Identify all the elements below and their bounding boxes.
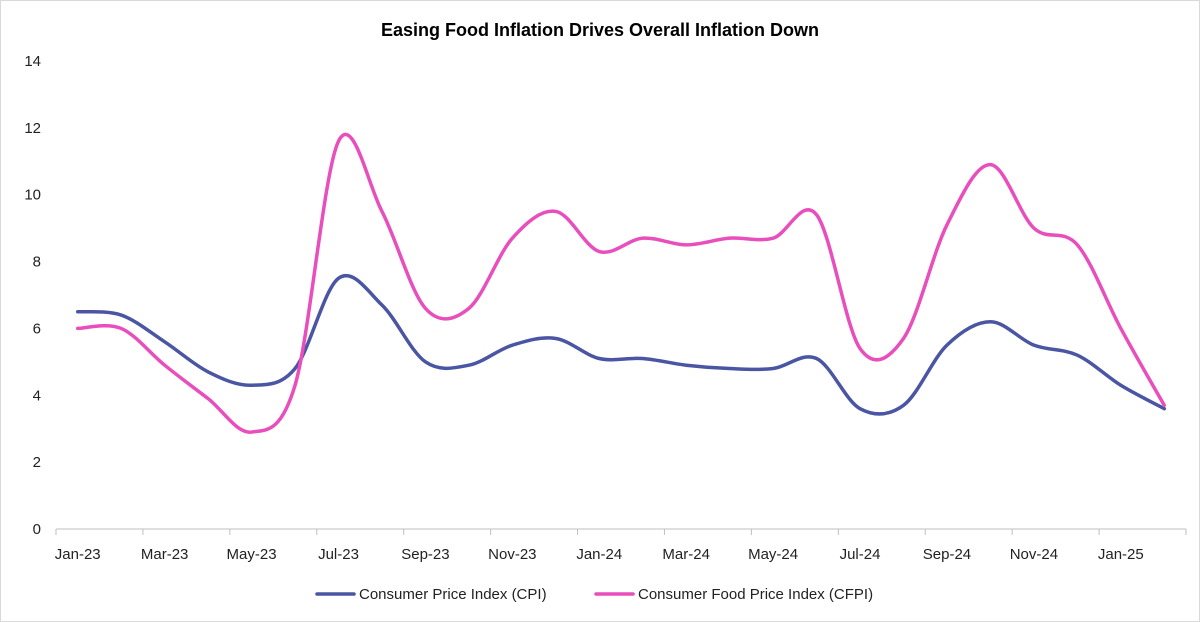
y-tick-label: 10 [24,187,41,204]
legend-label: Consumer Price Index (CPI) [359,586,547,603]
y-tick-label: 0 [33,521,41,538]
x-tick-label: Jul-24 [840,546,881,563]
x-tick-label: Mar-24 [662,546,710,563]
series-lines [75,132,1167,434]
x-tick-label: Nov-24 [1010,546,1058,563]
series-line-cpi [75,274,1167,416]
y-tick-label: 2 [33,454,41,471]
x-tick-label: Jan-25 [1098,546,1144,563]
x-tick-label: Jan-23 [55,546,101,563]
x-tick-label: Sep-24 [923,546,971,563]
x-tick-label: Nov-23 [488,546,536,563]
y-tick-label: 8 [33,254,41,271]
x-tick-label: Mar-23 [141,546,189,563]
x-tick-label: Jan-24 [576,546,622,563]
legend-label: Consumer Food Price Index (CFPI) [638,586,873,603]
y-tick-label: 14 [24,53,41,70]
y-tick-label: 4 [33,387,41,404]
x-tick-label: May-23 [227,546,277,563]
x-tick-label: Sep-23 [401,546,449,563]
legend: Consumer Price Index (CPI) Consumer Food … [315,586,873,603]
y-tick-label: 6 [33,320,41,337]
series-line-cfpi [75,132,1167,434]
x-tick-label: May-24 [748,546,798,563]
axes: 0 2 4 6 8 10 12 14 Jan-23 Mar-23 May-23 Jul-23 Sep-2… [24,53,1187,563]
y-tick-label: 12 [24,120,41,137]
chart-title: Easing Food Inflation Drives Overall Inf… [381,20,819,40]
x-tick-label: Jul-23 [318,546,359,563]
